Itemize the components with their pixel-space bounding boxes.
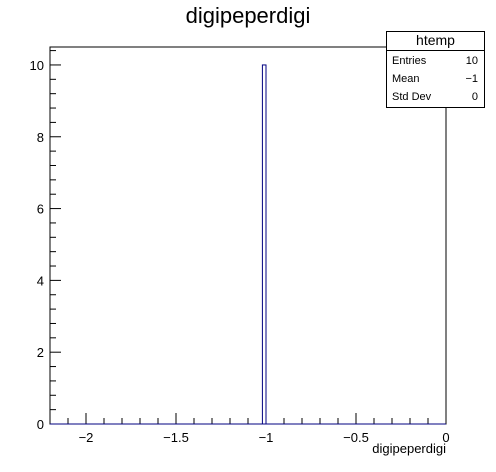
stats-label: Std Dev: [392, 91, 432, 103]
stats-row-entries: Entries 10: [387, 51, 484, 69]
stats-box: htemp Entries 10 Mean −1 Std Dev 0: [386, 31, 485, 108]
y-tick-label: 0: [37, 417, 44, 432]
stats-label: Mean: [392, 73, 420, 85]
x-tick-label: −1: [259, 430, 274, 445]
x-tick-label: −0.5: [343, 430, 369, 445]
stats-value: −1: [465, 73, 478, 85]
x-axis-label: digipeperdigi: [372, 441, 446, 456]
y-tick-label: 2: [37, 345, 44, 360]
y-tick-label: 6: [37, 202, 44, 217]
stats-value: 0: [471, 91, 478, 103]
stats-value: 10: [465, 55, 478, 67]
x-tick-label: −2: [79, 430, 94, 445]
stats-box-title: htemp: [387, 32, 484, 51]
chart-title: digipeperdigi: [185, 3, 311, 28]
stats-row-mean: Mean −1: [387, 69, 484, 87]
histogram-bar: [261, 64, 267, 425]
x-tick-label: −1.5: [163, 430, 189, 445]
y-tick-label: 10: [30, 58, 44, 73]
y-tick-label: 8: [37, 130, 44, 145]
stats-row-stddev: Std Dev 0: [387, 87, 484, 105]
stats-label: Entries: [392, 55, 427, 67]
y-tick-label: 4: [37, 273, 44, 288]
x-tick-label: 0: [442, 430, 449, 445]
